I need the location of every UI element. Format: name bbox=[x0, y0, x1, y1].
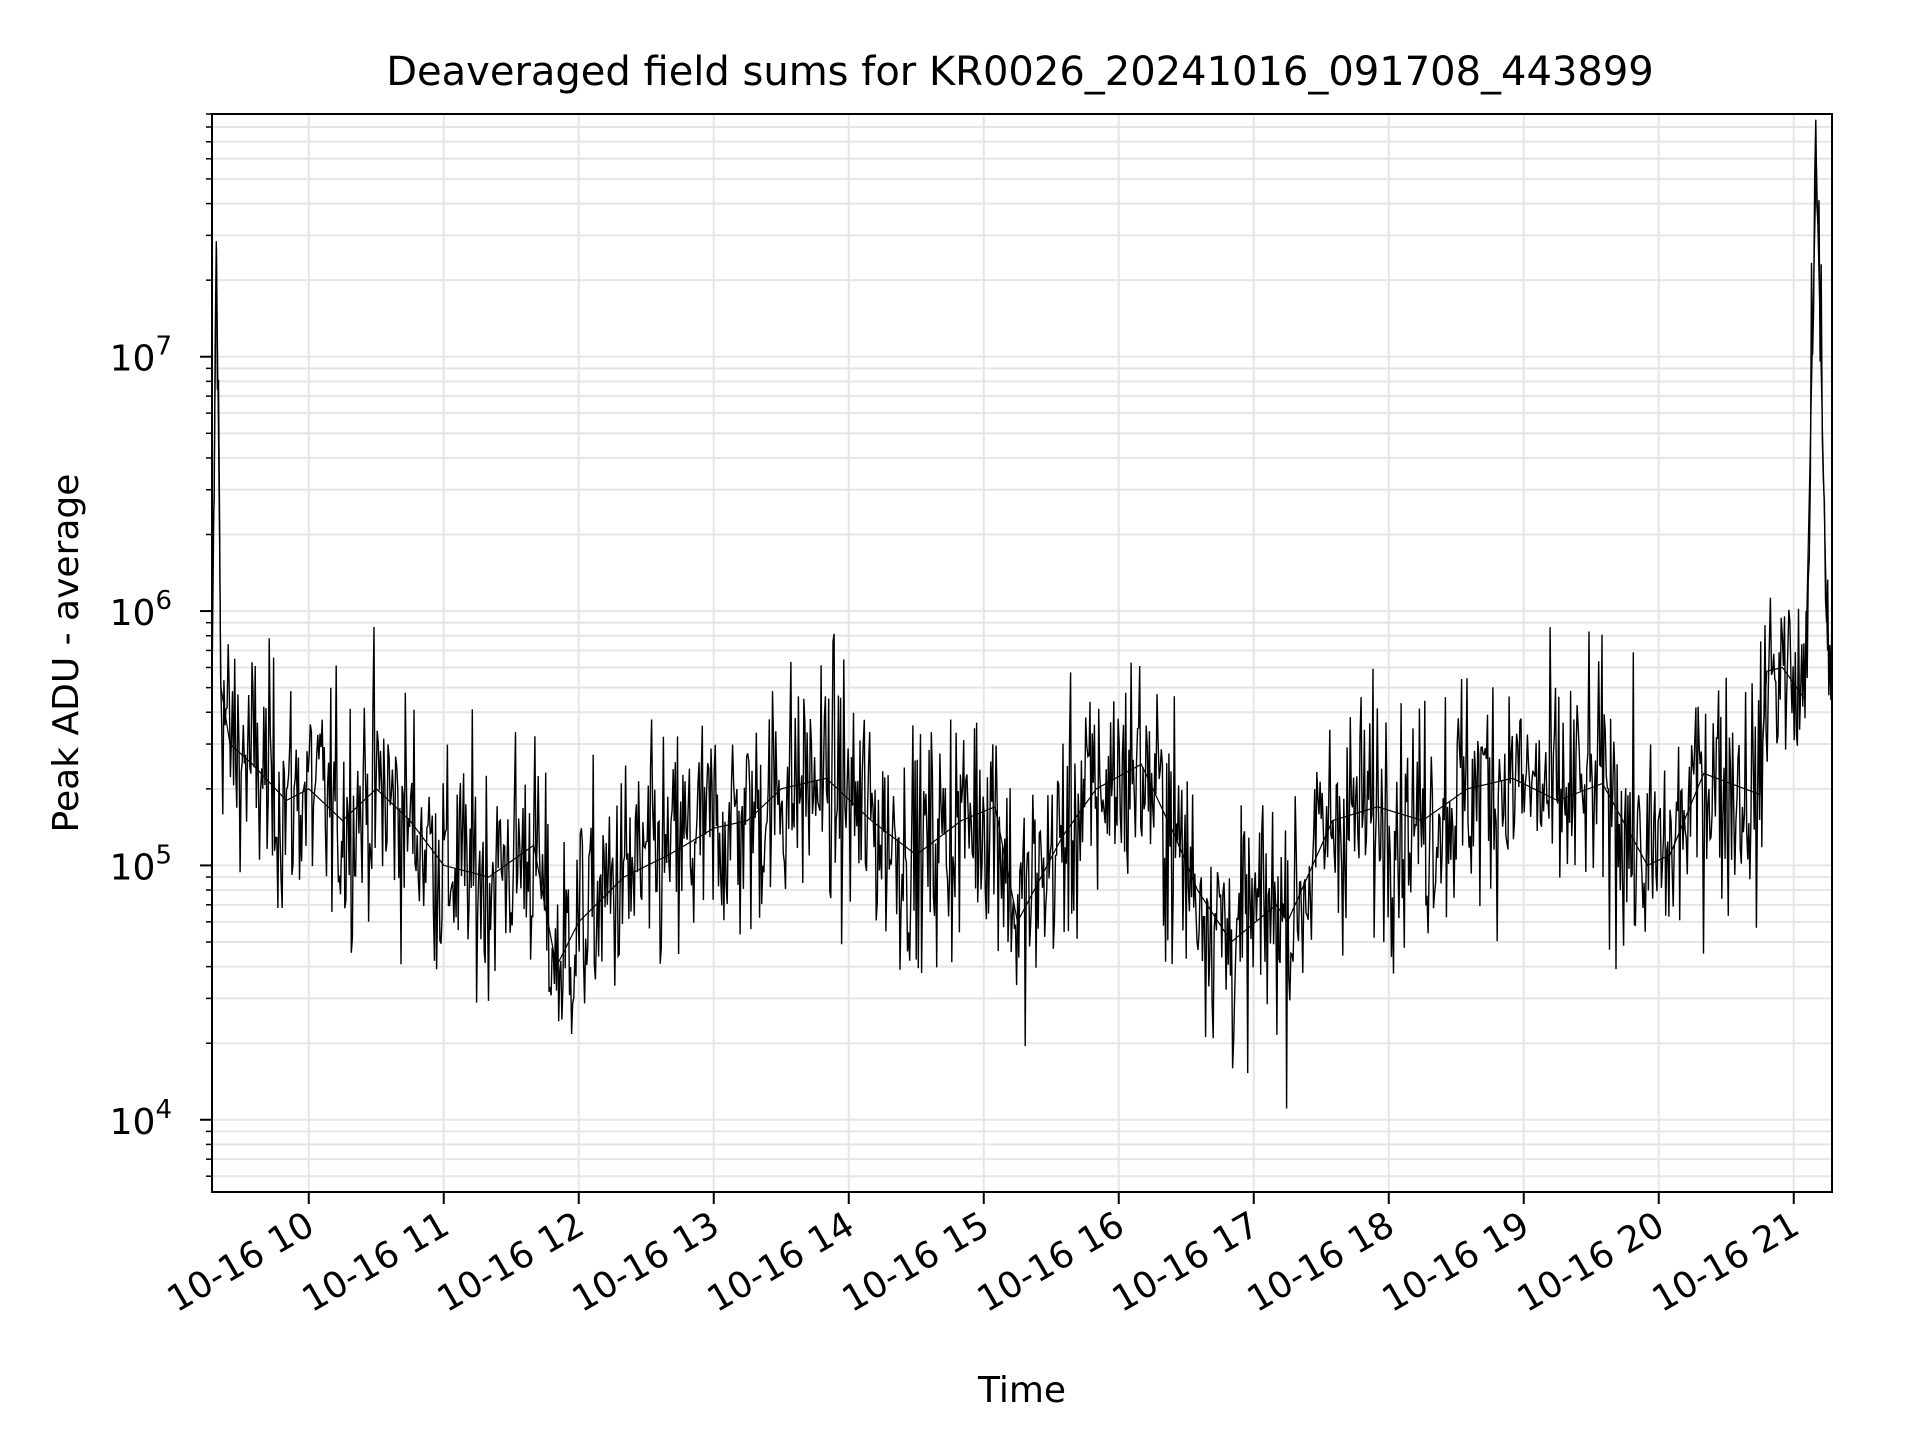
plot-area-frame bbox=[211, 113, 1833, 1193]
y-tick-label: 105 bbox=[110, 840, 172, 888]
x-axis-label: Time bbox=[977, 1370, 1066, 1411]
y-tick-label: 107 bbox=[110, 332, 172, 380]
series-envelope bbox=[211, 158, 1829, 969]
y-tick-label: 104 bbox=[110, 1095, 172, 1143]
y-axis-label: Peak ADU - average bbox=[46, 474, 87, 833]
series-path bbox=[211, 119, 1833, 1109]
chart-title: Deaveraged field sums for KR0026_2024101… bbox=[386, 49, 1654, 95]
y-tick-label: 106 bbox=[110, 586, 172, 634]
grid-lines bbox=[212, 113, 1832, 1192]
data-series-line bbox=[211, 119, 1833, 1109]
y-axis: 104 105 106 107 bbox=[110, 113, 212, 1177]
